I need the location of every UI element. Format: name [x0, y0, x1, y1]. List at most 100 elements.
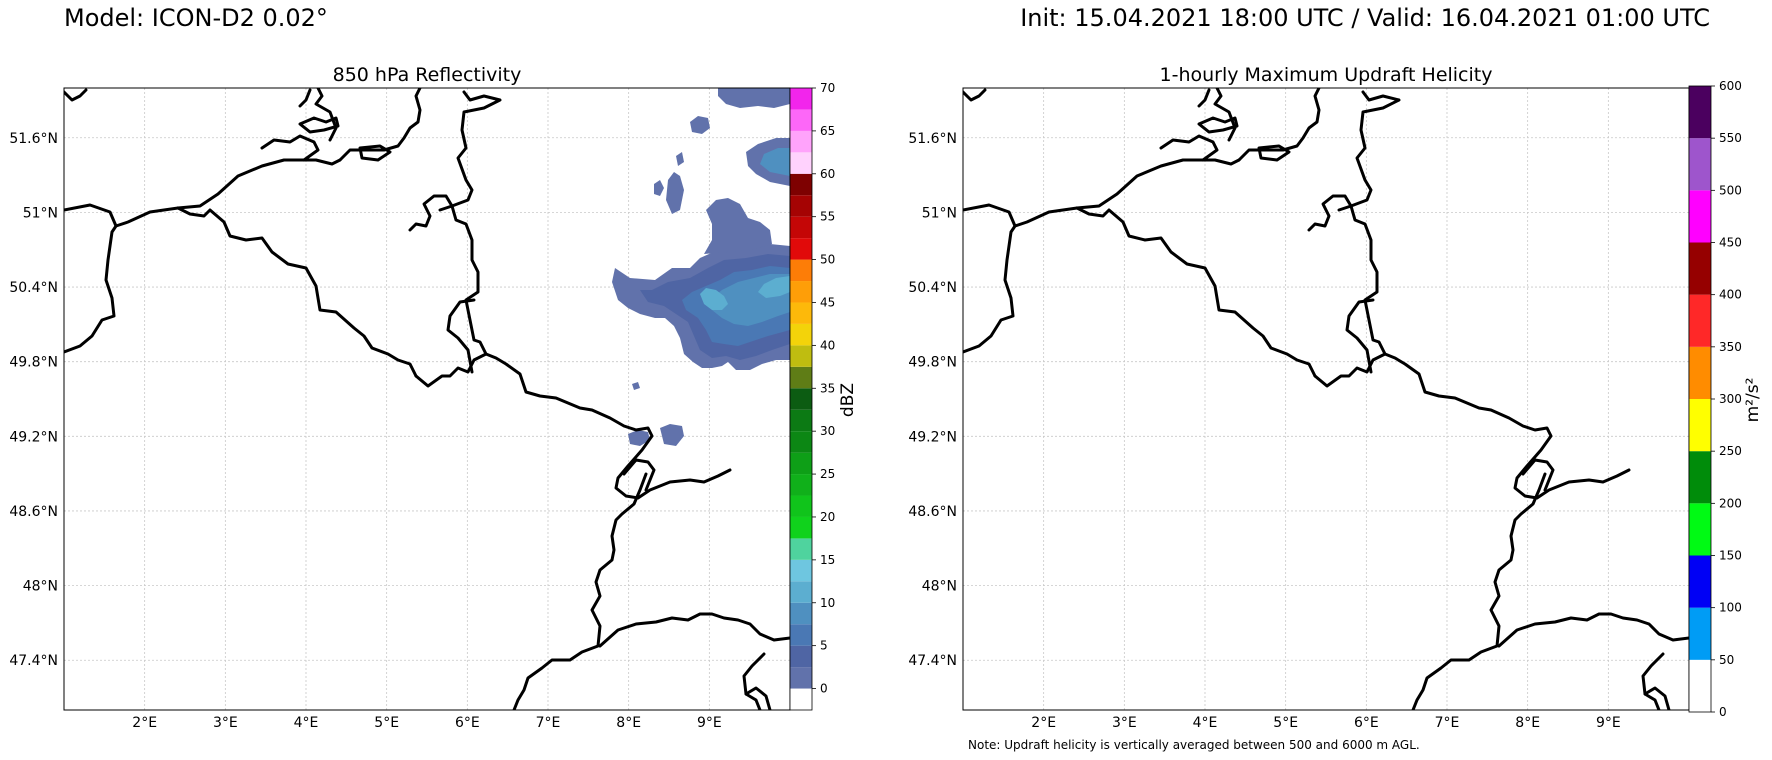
border-germany-france — [1383, 352, 1631, 500]
y-tick-label: 50.4°N — [9, 280, 58, 296]
y-tick-label: 51°N — [23, 205, 58, 221]
x-tick-label: 4°E — [1193, 715, 1218, 731]
x-tick-label: 9°E — [1596, 715, 1621, 731]
colorbar-bin — [790, 409, 812, 432]
colorbar-bin — [790, 581, 812, 603]
x-tick-label: 7°E — [536, 715, 561, 731]
colorbar-tick-label: 550 — [1719, 131, 1742, 145]
reflectivity-colorbar-label: dBZ — [838, 383, 858, 417]
cell-small-4 — [676, 152, 684, 166]
cell-south-2 — [628, 430, 650, 446]
colorbar-tick-label: 350 — [1719, 340, 1742, 354]
colorbar-bin — [1689, 607, 1711, 660]
coast-north-sea-left — [64, 158, 342, 228]
colorbar-bin — [790, 667, 812, 689]
colorbar-frame — [789, 87, 813, 711]
colorbar-bin — [1689, 503, 1711, 556]
colorbar-bin — [790, 281, 812, 303]
border-belgium-france — [1075, 206, 1317, 378]
colorbar-bin — [790, 624, 812, 646]
colorbar-tick-label: 35 — [820, 381, 835, 395]
y-tick-label: 48.6°N — [9, 504, 58, 520]
coast-zeeland — [260, 116, 392, 162]
y-tick-label: 51.6°N — [908, 131, 957, 147]
colorbar-bin — [790, 366, 812, 389]
y-tick-label: 50.4°N — [908, 280, 957, 296]
colorbar-bin — [1689, 86, 1711, 139]
helicity-colorbar: 0 50 100 150 200 250 300 350 400 450 500 550 600 — [1688, 79, 1742, 719]
colorbar-tick-label: 25 — [820, 467, 835, 481]
colorbar-bin — [1689, 190, 1711, 243]
border-switzerland — [1497, 612, 1689, 648]
colorbar-bin — [790, 302, 812, 324]
model-header: Model: ICON-D2 0.02° — [64, 4, 328, 32]
x-tick-label: 5°E — [374, 715, 399, 731]
border-netherlands-belgium-germany — [414, 90, 502, 388]
colorbar-bin — [790, 345, 812, 367]
colorbar-bin — [790, 474, 812, 496]
panel-reflectivity: 850 hPa Reflectivity — [9, 64, 858, 731]
colorbar-tick-label: 150 — [1719, 549, 1742, 563]
x-tick-label: 9°E — [697, 715, 722, 731]
colorbar-bin — [1689, 451, 1711, 504]
x-tick-label: 5°E — [1273, 715, 1298, 731]
colorbar-tick-label: 30 — [820, 424, 835, 438]
coast-corner — [963, 88, 987, 102]
y-tick-label: 48°N — [23, 579, 58, 595]
colorbar-tick-label: 65 — [820, 124, 835, 138]
border-swiss-south — [742, 652, 766, 710]
helicity-axes-frame — [962, 87, 1690, 711]
colorbar-tick-label: 10 — [820, 596, 835, 610]
colorbar-bin — [790, 388, 812, 410]
helicity-title: 1-hourly Maximum Updraft Helicity — [1160, 64, 1493, 86]
coast-lake — [744, 686, 772, 710]
colorbar-tick-label: 500 — [1719, 183, 1742, 197]
x-tick-label: 3°E — [213, 715, 238, 731]
border-lux-west — [408, 194, 454, 232]
colorbar-bin — [1689, 138, 1711, 191]
colorbar-bin — [1689, 659, 1711, 712]
colorbar-bin — [790, 559, 812, 582]
reflectivity-field — [612, 88, 790, 446]
colorbar-tick-label: 20 — [820, 510, 835, 524]
colorbar-bin — [790, 109, 812, 131]
colorbar-tick-label: 250 — [1719, 444, 1742, 458]
colorbar-bin — [790, 538, 812, 560]
y-tick-label: 51.6°N — [9, 131, 58, 147]
border-switzerland — [598, 612, 790, 648]
helicity-coastlines-borders — [963, 88, 1689, 710]
colorbar-bin — [790, 431, 812, 453]
colorbar-tick-label: 50 — [820, 253, 835, 267]
colorbar-tick-label: 50 — [1719, 653, 1734, 667]
y-tick-label: 51°N — [922, 205, 957, 221]
y-tick-label: 47.4°N — [908, 653, 957, 669]
reflectivity-colorbar: 0 5 10 15 20 25 30 35 40 45 50 55 60 65 70 — [789, 81, 835, 711]
init-valid-header: Init: 15.04.2021 18:00 UTC / Valid: 16.0… — [1020, 4, 1710, 32]
colorbar-tick-label: 55 — [820, 210, 835, 224]
colorbar-tick-label: 60 — [820, 167, 835, 181]
y-tick-label: 47.4°N — [9, 653, 58, 669]
colorbar-tick-label: 600 — [1719, 79, 1742, 93]
reflectivity-title: 850 hPa Reflectivity — [333, 64, 522, 86]
border-belgium-france — [176, 206, 418, 378]
helicity-tick-labels: 2°E 3°E 4°E 5°E 6°E 7°E 8°E 9°E 51.6°N 51°N 50.4°N… — [908, 131, 1620, 731]
colorbar-bin — [790, 259, 812, 282]
colorbar-bin — [790, 452, 812, 475]
helicity-note: Note: Updraft helicity is vertically ave… — [968, 738, 1420, 752]
colorbar-bin — [790, 688, 812, 710]
coast-corner — [64, 88, 88, 102]
colorbar-bin — [790, 216, 812, 239]
colorbar-tick-label: 5 — [820, 639, 828, 653]
coast-france-west — [963, 224, 1017, 354]
border-germany-france — [484, 352, 732, 500]
helicity-colorbar-label: m²/s² — [1743, 378, 1763, 423]
x-tick-label: 4°E — [294, 715, 319, 731]
colorbar-bin — [790, 323, 812, 346]
colorbar-bin — [790, 173, 812, 196]
colorbar-tick-label: 100 — [1719, 601, 1742, 615]
colorbar-bin — [790, 602, 812, 625]
coast-lake — [1643, 686, 1671, 710]
panel-updraft-helicity: 1-hourly Maximum Updraft Helicity 2° — [908, 64, 1763, 731]
coast-north-sea-left — [963, 158, 1241, 228]
